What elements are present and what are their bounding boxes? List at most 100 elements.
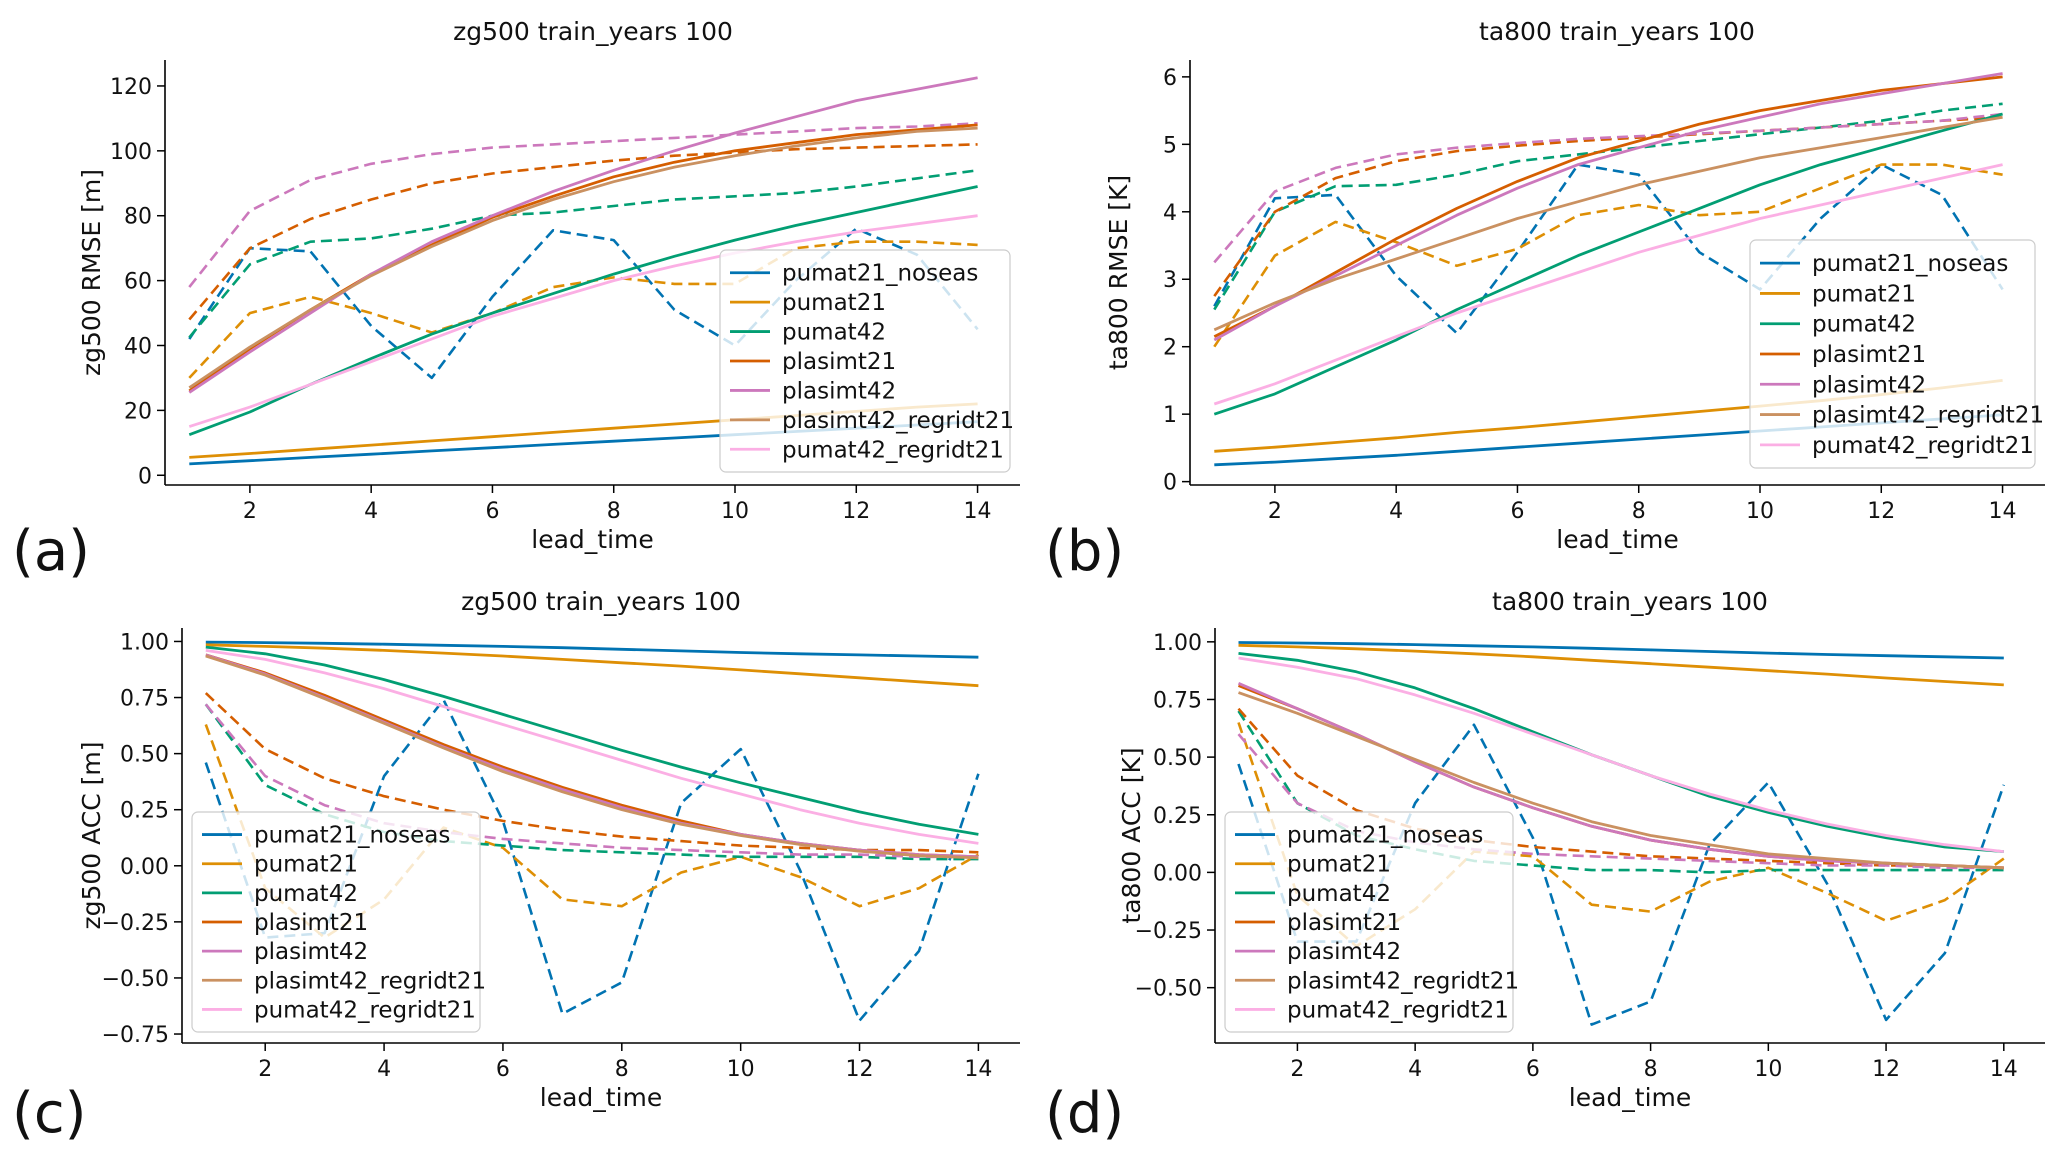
legend-label: pumat42_regridt21 [1287,997,1509,1023]
x-tick-label: 8 [1644,1057,1658,1082]
legend-label: plasimt21 [254,910,368,936]
x-tick-label: 2 [258,1057,272,1082]
y-tick-label: 80 [124,205,152,230]
y-tick-label: 0.50 [120,743,169,768]
y-tick-label: 1.00 [1153,631,1202,656]
x-axis-label: lead_time [1569,1083,1692,1112]
x-tick-label: 12 [1872,1057,1900,1082]
legend: pumat21_noseas pumat21 pumat42 plasimt21 pla… [191,811,486,1033]
y-tick-label: 2 [1163,336,1177,361]
series-line-plasimt42-dashed [188,122,978,288]
y-tick-label: 100 [110,140,152,165]
legend-label: plasimt42 [1287,939,1401,965]
y-tick-label: 0.50 [1153,746,1202,771]
chart-title: zg500 train_years 100 [461,587,741,616]
series-line-pumat42-dashed [188,169,978,339]
y-tick-label: 60 [124,270,152,295]
series-line-plasimt42_regridt21 [1213,115,2003,332]
legend-label: pumat42_regridt21 [782,437,1004,463]
x-axis-label: lead_time [540,1083,663,1112]
legend-label: pumat42 [254,881,358,907]
y-tick-label: 0 [1163,471,1177,496]
series-line-pumat42_regridt21 [188,214,978,428]
legend-box [1224,811,1514,1033]
panel-letter: (a) [12,519,90,584]
x-tick-label: 2 [1268,499,1282,524]
legend-label: pumat21_noseas [1812,251,2008,277]
series-line-pumat21-dashed [1213,163,2003,348]
series-line-pumat21 [205,643,979,688]
series-line-plasimt21-dashed [1237,707,2004,870]
x-tick-label: 14 [1989,499,2017,524]
x-tick-label: 4 [1408,1057,1422,1082]
series-line-pumat21 [1238,643,2004,687]
legend-label: plasimt42_regridt21 [782,408,1014,434]
legend-label: pumat21 [254,852,358,878]
y-tick-label: 0.75 [120,687,169,712]
x-tick-label: 8 [607,499,621,524]
y-tick-label: 0.75 [1153,688,1202,713]
y-tick-label: −0.25 [1135,919,1202,944]
legend: pumat21_noseas pumat21 pumat42 plasimt21 pla… [1224,811,1519,1033]
series-line-plasimt21-dashed [204,692,979,854]
series-line-pumat21_noseas [1238,641,2004,660]
x-tick-label: 8 [615,1057,629,1082]
series-lines [1213,72,2004,467]
series-line-plasimt42 [188,76,978,394]
y-tick-label: −0.50 [102,967,169,992]
series-line-pumat42_regridt21 [1238,656,2004,853]
x-tick-label: 12 [846,1057,874,1082]
y-tick-label: 0.00 [1153,861,1202,886]
legend-label: pumat42 [1287,881,1391,907]
y-tick-label: 6 [1163,66,1177,91]
y-axis-label: ta800 RMSE [K] [1104,175,1133,370]
x-tick-label: 6 [1510,499,1524,524]
y-tick-label: 3 [1163,268,1177,293]
legend-label: pumat21 [1287,852,1391,878]
legend-box [191,811,481,1033]
x-tick-label: 2 [243,499,257,524]
series-line-plasimt42-dashed [1213,112,2003,264]
x-tick-label: 4 [364,499,378,524]
x-tick-label: 4 [377,1057,391,1082]
series-line-pumat42_regridt21 [205,649,979,845]
legend-label: pumat42 [782,320,886,346]
y-tick-label: 20 [124,399,152,424]
legend: pumat21_noseas pumat21 pumat42 plasimt21 pla… [1749,239,2044,469]
series-line-plasimt21-dashed [1213,116,2003,297]
chart-title: ta800 train_years 100 [1479,17,1755,46]
series-lines [1237,641,2006,1026]
chart-title: ta800 train_years 100 [1492,587,1768,616]
y-tick-label: 0.00 [120,855,169,880]
x-tick-label: 6 [485,499,499,524]
y-tick-label: −0.75 [102,1023,169,1048]
series-line-pumat21_noseas-dashed [188,227,979,380]
legend-label: plasimt42 [254,939,368,965]
legend-label: pumat21 [1812,281,1916,307]
series-line-pumat21-dashed [188,240,978,379]
legend-label: plasimt42 [782,378,896,404]
series-line-plasimt42 [1213,72,2003,342]
y-tick-label: 5 [1163,133,1177,158]
x-tick-label: 10 [721,499,749,524]
series-line-plasimt42_regridt21 [188,126,978,389]
y-tick-label: 4 [1163,201,1177,226]
series-line-plasimt42_regridt21 [1238,691,2004,870]
legend-label: plasimt42 [1812,372,1926,398]
panel-letter: (d) [1045,1081,1124,1146]
x-tick-label: 14 [964,499,992,524]
x-tick-label: 14 [964,1057,992,1082]
legend-label: pumat42 [1812,312,1916,338]
chart-title: zg500 train_years 100 [453,17,733,46]
y-tick-label: 1 [1163,403,1177,428]
legend-label: plasimt42_regridt21 [1287,968,1519,994]
legend-label: plasimt21 [782,349,896,375]
x-tick-label: 8 [1632,499,1646,524]
y-axis-label: zg500 RMSE [m] [77,169,106,376]
x-tick-label: 14 [1990,1057,2018,1082]
legend-label: plasimt42_regridt21 [254,968,486,994]
legend-label: pumat21_noseas [1287,823,1483,849]
x-axis-label: lead_time [1556,525,1679,554]
legend-label: plasimt42_regridt21 [1812,403,2044,429]
